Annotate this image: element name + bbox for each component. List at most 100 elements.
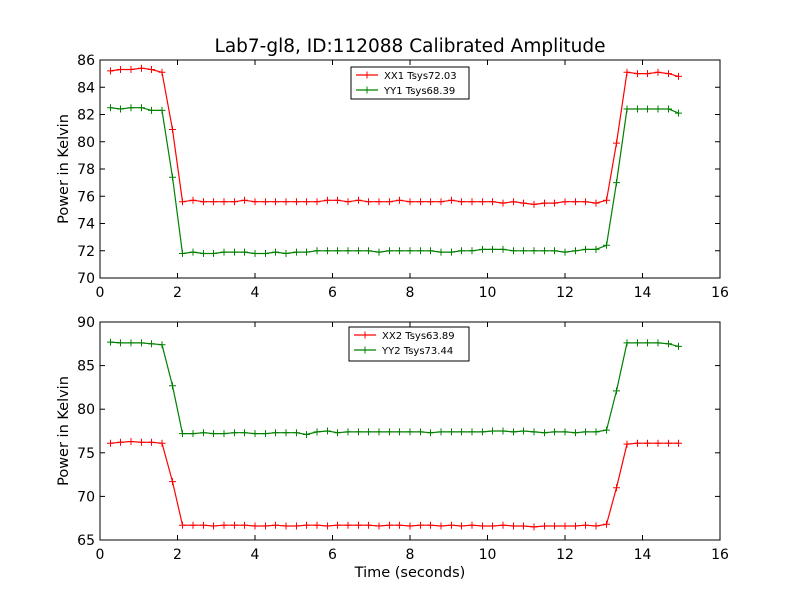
data-point <box>117 339 124 347</box>
data-point <box>117 105 124 113</box>
data-point <box>127 438 135 445</box>
legend-label: XX2 Tsys63.89 <box>382 331 455 342</box>
data-point <box>210 522 217 530</box>
x-tick-label: 4 <box>251 285 260 301</box>
data-point <box>365 247 372 255</box>
data-point <box>158 439 166 447</box>
data-point <box>179 198 186 206</box>
data-point <box>427 429 434 437</box>
data-point <box>251 430 259 438</box>
x-tick-label: 8 <box>406 547 415 563</box>
legend-label: XX1 Tsys72.03 <box>384 71 457 82</box>
data-point <box>313 247 321 255</box>
data-point <box>396 247 403 255</box>
data-point <box>334 247 341 255</box>
data-point <box>231 521 238 529</box>
x-tick-label: 12 <box>556 285 574 301</box>
data-point <box>437 428 445 436</box>
legend: XX1 Tsys72.03 YY1 Tsys68.39 <box>350 66 470 100</box>
data-point <box>510 428 517 436</box>
data-point <box>448 521 455 529</box>
data-point <box>386 428 393 436</box>
x-tick-label: 10 <box>479 547 497 563</box>
data-point <box>231 248 238 256</box>
legend-label: YY1 Tsys68.39 <box>383 86 455 97</box>
data-point <box>355 428 362 436</box>
data-point <box>499 245 507 253</box>
data-point <box>324 427 331 435</box>
data-point <box>644 439 651 447</box>
x-tick-label: 12 <box>556 547 574 563</box>
data-point <box>675 439 682 447</box>
data-point <box>251 522 259 530</box>
data-point <box>324 196 331 204</box>
data-point <box>344 428 352 436</box>
data-point <box>365 198 372 206</box>
data-point <box>303 248 310 256</box>
data-point <box>623 68 631 76</box>
data-point <box>468 198 476 206</box>
data-point <box>365 428 372 436</box>
x-tick-label: 6 <box>328 547 337 563</box>
data-point <box>479 245 486 253</box>
data-point <box>572 198 579 206</box>
data-point <box>355 196 362 204</box>
data-point <box>138 339 145 347</box>
y-axis-label: Power in Kelvin <box>56 114 72 224</box>
series-1 <box>107 438 682 531</box>
data-point <box>334 429 341 437</box>
data-point <box>582 428 589 436</box>
data-point <box>189 196 197 204</box>
data-point <box>592 199 600 207</box>
data-point <box>117 66 124 73</box>
data-point <box>344 247 352 255</box>
data-point <box>613 179 620 187</box>
data-point <box>241 248 248 256</box>
data-point <box>613 484 620 492</box>
x-tick-label: 4 <box>251 547 260 563</box>
y-tick-label: 76 <box>77 189 95 205</box>
data-point <box>489 427 496 435</box>
data-point <box>561 522 569 530</box>
data-point <box>303 431 310 438</box>
data-point <box>499 427 507 435</box>
data-point <box>448 428 455 436</box>
data-point <box>344 521 352 529</box>
data-point <box>293 248 300 256</box>
data-point <box>148 438 155 446</box>
data-point <box>375 428 383 436</box>
data-point <box>189 248 197 256</box>
data-point <box>241 196 248 204</box>
data-point <box>520 247 527 255</box>
data-point <box>158 68 166 76</box>
y-tick-label: 85 <box>77 359 95 375</box>
data-point <box>396 521 403 529</box>
data-point <box>179 521 186 529</box>
data-point <box>282 198 290 206</box>
data-point <box>406 522 414 530</box>
y-tick-label: 75 <box>77 446 95 462</box>
data-point <box>665 70 672 78</box>
x-tick-label: 6 <box>328 285 337 301</box>
data-point <box>499 521 507 529</box>
legend-box <box>348 326 470 362</box>
data-point <box>365 521 372 529</box>
data-point <box>107 67 114 75</box>
data-point <box>489 198 496 206</box>
x-tick-label: 16 <box>711 285 729 301</box>
data-point <box>561 428 569 436</box>
data-point <box>293 522 300 530</box>
data-point <box>303 198 310 206</box>
data-point <box>551 199 558 207</box>
legend-marker <box>361 346 369 354</box>
data-point <box>665 340 672 348</box>
data-point <box>324 522 331 530</box>
data-point <box>406 247 414 255</box>
data-point <box>437 522 445 530</box>
data-point <box>561 198 569 206</box>
legend-box <box>350 66 470 100</box>
data-point <box>582 198 589 206</box>
data-point <box>158 341 166 349</box>
data-point <box>107 338 114 346</box>
